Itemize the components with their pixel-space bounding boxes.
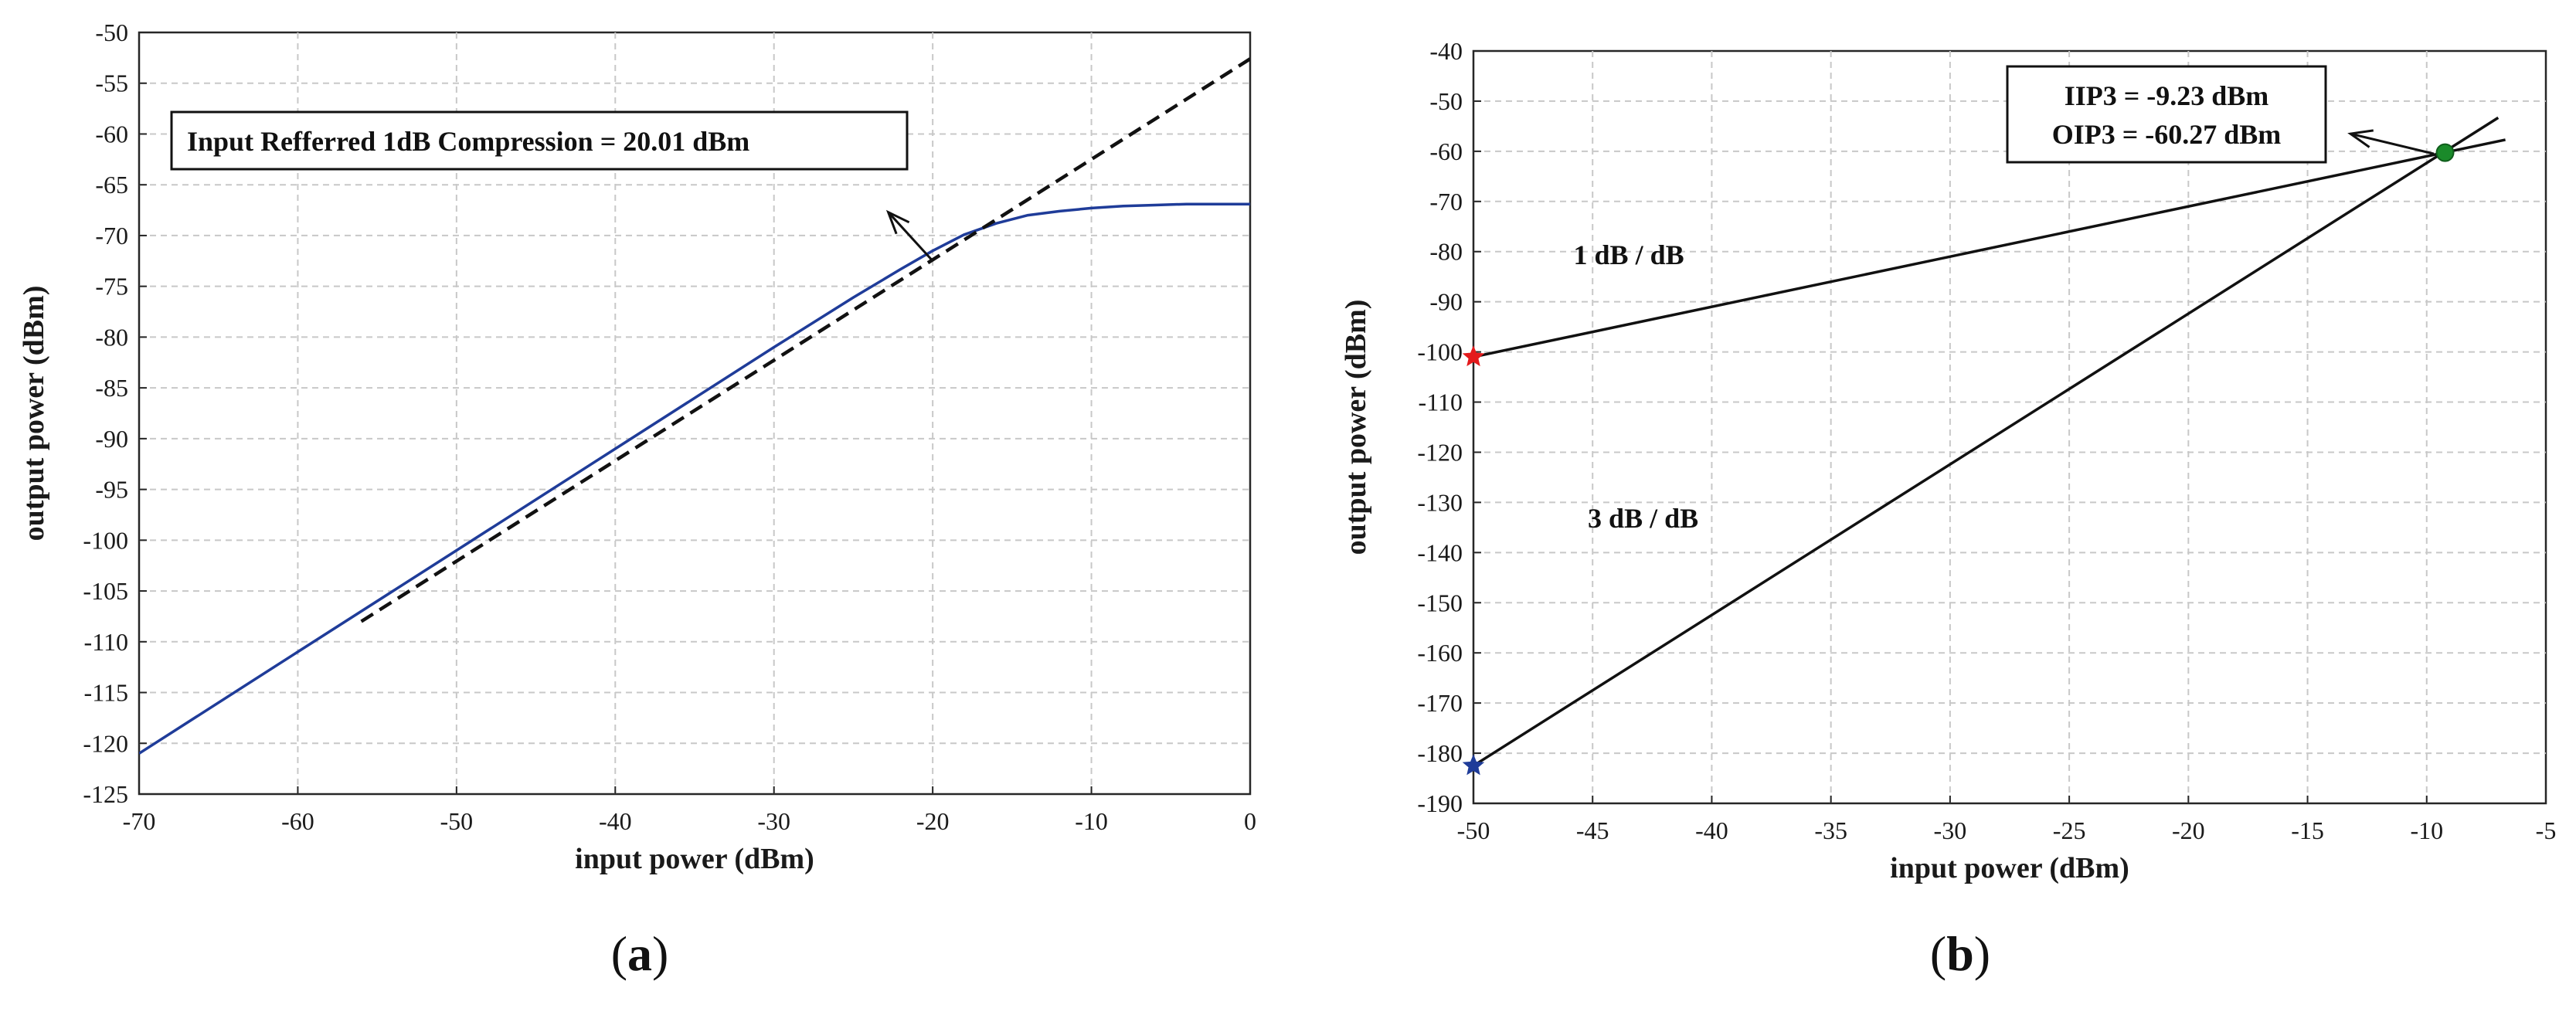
series-group xyxy=(1473,116,2506,767)
x-tick-label: -10 xyxy=(1075,807,1108,835)
annotation-arrow-line xyxy=(887,211,934,262)
star-marker xyxy=(1462,754,1485,776)
y-tick-label: -90 xyxy=(95,425,128,453)
chart-b: -50 -45 -40 -35 -30 -25 -20 -15 -10 -5 -190 -180 -17… xyxy=(1340,37,2556,981)
panel-label-close: ) xyxy=(652,926,668,981)
y-tick-label: -85 xyxy=(95,374,128,402)
y-tick-label: -110 xyxy=(84,628,128,656)
series-group xyxy=(139,57,1250,755)
annotation-box xyxy=(170,110,909,171)
annotation-arrow-head xyxy=(885,209,910,235)
x-tick-label: -45 xyxy=(1576,816,1609,844)
x-tick-label: -40 xyxy=(1695,816,1728,844)
x-tick-label: -50 xyxy=(1457,816,1490,844)
solid-series-line xyxy=(1473,116,2500,767)
y-tick-label: -50 xyxy=(95,19,128,46)
x-tick-label: -60 xyxy=(281,807,314,835)
annotation-text: Input Refferred 1dB Compression = 20.01 … xyxy=(187,126,749,157)
x-tick-label: -25 xyxy=(2053,816,2086,844)
y-tick-label: -115 xyxy=(84,679,128,707)
y-tick-label: -110 xyxy=(1419,389,1463,416)
y-tick-label: -160 xyxy=(1417,639,1463,667)
y-tick-label: -50 xyxy=(1429,87,1463,115)
annotation-text-oip3: OIP3 = -60.27 dBm xyxy=(2052,119,2282,150)
annotation-arrow-head xyxy=(2347,129,2374,148)
x-tick-label: -50 xyxy=(440,807,474,835)
y-tick-label: -65 xyxy=(95,171,128,199)
y-tick-label: -75 xyxy=(95,273,128,300)
x-tick-label: -20 xyxy=(2172,816,2205,844)
y-tick-label: -60 xyxy=(95,120,128,148)
y-tick-label: -140 xyxy=(1417,538,1463,566)
x-tick-label: -15 xyxy=(2291,816,2324,844)
x-tick-label: -30 xyxy=(757,807,790,835)
y-tick-label: -80 xyxy=(95,323,128,351)
x-tick-label: -10 xyxy=(2410,816,2443,844)
y-tick-label: -120 xyxy=(83,729,128,757)
annotation: IIP3 = -9.23 dBm OIP3 = -60.27 dBm xyxy=(2006,65,2435,164)
line-label: 3 dB / dB xyxy=(1588,503,1698,534)
panel-label-close: ) xyxy=(1974,926,1990,981)
y-tick-label: -120 xyxy=(1417,438,1463,466)
x-tick-label: -40 xyxy=(599,807,632,835)
panel-label-letter: b xyxy=(1946,926,1974,981)
y-tick-label: -180 xyxy=(1417,739,1463,767)
y-tick-label: -90 xyxy=(1429,288,1463,316)
y-tick-label: -70 xyxy=(1429,188,1463,216)
annotation-box xyxy=(2006,65,2327,164)
y-axis-label: output power (dBm) xyxy=(18,286,50,541)
x-tick-label: -35 xyxy=(1814,816,1847,844)
panel-label: (a) xyxy=(611,926,669,981)
y-tick-label: -150 xyxy=(1417,589,1463,616)
annotation-arrow-line xyxy=(2350,132,2435,155)
chart-a: -70 -60 -50 -40 -30 -20 -10 0-125-120-115-110-1… xyxy=(18,19,1256,981)
line-label: 1 dB / dB xyxy=(1574,239,1684,270)
panel-label-open: ( xyxy=(1930,926,1946,981)
x-tick-label: -20 xyxy=(916,807,950,835)
y-tick-label: -60 xyxy=(1429,137,1463,165)
x-tick-label: -30 xyxy=(1934,816,1967,844)
star-marker xyxy=(1462,345,1485,367)
y-tick-label: -100 xyxy=(1417,338,1463,366)
y-tick-label: -170 xyxy=(1417,689,1463,717)
x-tick-label: -5 xyxy=(2536,816,2557,844)
panel-label: (b) xyxy=(1930,926,1990,981)
annotation-text-iip3: IIP3 = -9.23 dBm xyxy=(2065,80,2269,111)
y-tick-label: -95 xyxy=(95,476,128,504)
panel-label-open: ( xyxy=(611,926,627,981)
y-tick-label: -40 xyxy=(1429,37,1463,65)
y-tick-label: -70 xyxy=(95,222,128,250)
y-tick-label: -130 xyxy=(1417,488,1463,516)
y-tick-label: -55 xyxy=(95,70,128,97)
x-tick-label: 0 xyxy=(1244,807,1256,835)
y-tick-label: -80 xyxy=(1429,238,1463,266)
y-tick-label: -190 xyxy=(1417,789,1463,817)
intercept-marker xyxy=(2435,143,2455,162)
x-axis-label: input power (dBm) xyxy=(575,843,814,875)
annotation: Input Refferred 1dB Compression = 20.01 … xyxy=(170,110,934,262)
solid-series-line xyxy=(1473,138,2506,358)
panel-label-letter: a xyxy=(627,926,652,981)
dashed-series-line xyxy=(360,57,1250,623)
x-axis-label: input power (dBm) xyxy=(1890,852,2129,884)
solid-series-line xyxy=(139,202,1250,755)
y-tick-label: -105 xyxy=(83,577,128,605)
y-tick-label: -100 xyxy=(83,526,128,554)
x-tick-label: -70 xyxy=(123,807,156,835)
y-axis-label: output power (dBm) xyxy=(1340,300,1372,555)
y-tick-label: -125 xyxy=(83,780,128,808)
